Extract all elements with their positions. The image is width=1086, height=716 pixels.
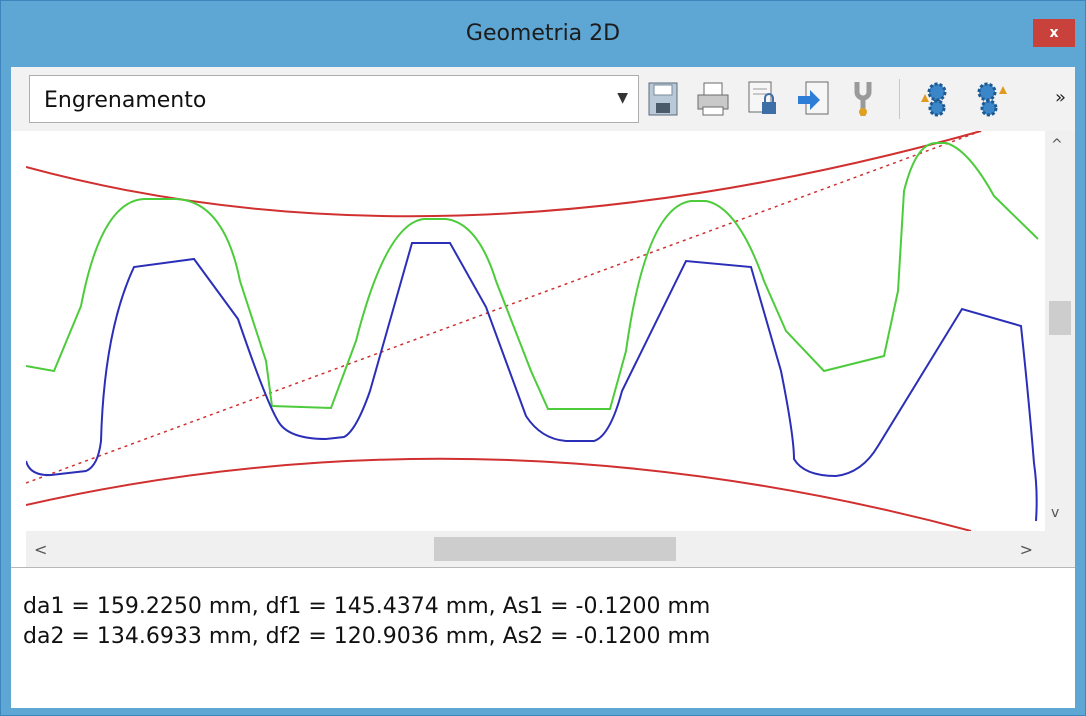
- gear-profile-plot[interactable]: [26, 131, 1045, 531]
- toolbar: Engrenamento ▼ »: [11, 67, 1075, 132]
- print-button[interactable]: [693, 79, 733, 119]
- lock-document-icon: [748, 81, 776, 114]
- gear-profile-canvas: [26, 131, 1039, 531]
- import-button[interactable]: [793, 79, 833, 119]
- vertical-scroll-thumb[interactable]: [1049, 301, 1071, 335]
- root-circle-curve: [26, 457, 972, 531]
- gear1-dimensions-text: da1 = 159.2250 mm, df1 = 145.4374 mm, As…: [23, 594, 711, 619]
- scroll-up-button[interactable]: ^: [1051, 137, 1063, 153]
- wrench-icon: [854, 82, 872, 116]
- scroll-down-button[interactable]: v: [1051, 505, 1060, 521]
- window-title: Geometria 2D: [465, 21, 621, 46]
- scroll-right-button[interactable]: >: [1019, 540, 1033, 559]
- save-icon: [648, 82, 678, 116]
- vertical-scrollbar[interactable]: ^ v: [1045, 131, 1075, 531]
- toolbar-overflow-button[interactable]: »: [1055, 87, 1067, 108]
- import-icon: [798, 81, 829, 115]
- title-bar[interactable]: Geometria 2D x: [1, 1, 1085, 67]
- chevron-down-icon: ▼: [617, 90, 628, 106]
- horizontal-scroll-thumb[interactable]: [434, 537, 676, 561]
- gear-settings-button[interactable]: [915, 79, 955, 119]
- dimensions-info-panel: da1 = 159.2250 mm, df1 = 145.4374 mm, As…: [11, 567, 1075, 708]
- gear1-tooth-profile: [26, 142, 1039, 410]
- wrench-button[interactable]: [843, 79, 883, 119]
- horizontal-scrollbar[interactable]: < >: [26, 531, 1045, 567]
- toolbar-separator: [899, 79, 900, 119]
- line-of-action: [26, 131, 982, 484]
- gear-settings-icon: [921, 82, 947, 117]
- scrollbar-corner: [1045, 531, 1075, 567]
- view-select-value: Engrenamento: [44, 88, 207, 113]
- outer-tip-circle-curve: [26, 131, 982, 218]
- left-margin: [11, 131, 26, 567]
- close-button[interactable]: x: [1033, 19, 1075, 47]
- scroll-left-button[interactable]: <: [34, 540, 48, 559]
- gear-options-icon: [977, 82, 1007, 117]
- lock-document-button[interactable]: [743, 79, 783, 119]
- save-button[interactable]: [643, 79, 683, 119]
- gear2-tooth-profile: [26, 242, 1038, 522]
- view-select[interactable]: Engrenamento ▼: [29, 75, 639, 123]
- print-icon: [697, 82, 729, 116]
- gear2-dimensions-text: da2 = 134.6933 mm, df2 = 120.9036 mm, As…: [23, 624, 711, 649]
- gear-options-button[interactable]: [973, 79, 1013, 119]
